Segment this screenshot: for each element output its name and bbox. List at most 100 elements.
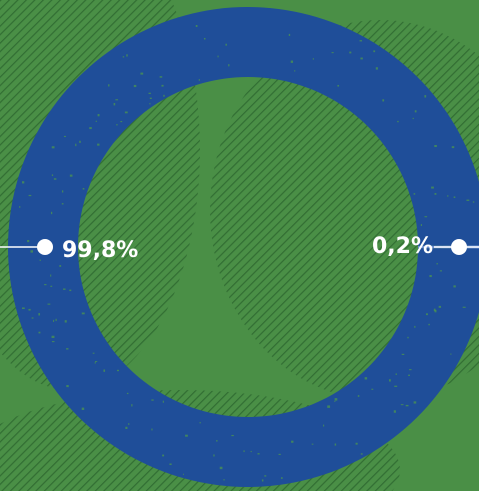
- ring-speckle: [261, 479, 264, 482]
- ring-speckle: [199, 422, 201, 424]
- ring-speckle: [126, 54, 128, 57]
- ring-speckle: [364, 377, 368, 380]
- ring-speckle: [38, 313, 41, 316]
- ring-speckle: [195, 24, 198, 27]
- ring-speckle: [95, 361, 98, 363]
- ring-speckle: [116, 369, 119, 372]
- ring-speckle: [151, 399, 154, 401]
- ring-speckle: [70, 253, 73, 256]
- ring-speckle: [290, 60, 294, 63]
- ring-speckle: [429, 275, 432, 278]
- ring-speckle: [414, 110, 417, 113]
- ring-speckle: [182, 473, 184, 475]
- ring-speckle: [66, 385, 69, 388]
- ring-speckle: [28, 308, 31, 311]
- ring-speckle: [360, 57, 363, 60]
- ring-speckle: [38, 331, 41, 334]
- leader-dot-right: [451, 239, 467, 255]
- ring-speckle: [323, 424, 325, 427]
- ring-speckle: [433, 308, 436, 312]
- ring-speckle: [217, 55, 219, 58]
- ring-speckle: [27, 239, 30, 243]
- ring-speckle: [122, 56, 125, 58]
- ring-speckle: [360, 453, 363, 455]
- ring-speckle: [51, 335, 55, 339]
- ring-speckle: [394, 385, 398, 387]
- ring-speckle: [97, 114, 100, 117]
- ring-speckle: [39, 259, 41, 261]
- ring-speckle: [425, 313, 428, 316]
- ring-speckle: [61, 203, 64, 205]
- ring-speckle: [44, 284, 47, 286]
- ring-speckle: [288, 33, 291, 36]
- ring-speckle: [388, 379, 391, 382]
- ring-speckle: [250, 450, 252, 453]
- ring-speckle: [213, 454, 215, 457]
- ring-speckle: [357, 395, 360, 397]
- ring-speckle: [216, 440, 218, 442]
- ring-speckle: [278, 453, 281, 456]
- ring-speckle: [203, 37, 206, 40]
- ring-speckle: [159, 76, 163, 78]
- ring-speckle: [451, 146, 455, 149]
- ring-speckle: [131, 404, 133, 407]
- ring-speckle: [95, 120, 97, 122]
- ring-speckle: [407, 336, 409, 339]
- ring-speckle: [225, 43, 227, 46]
- ring-speckle: [92, 352, 95, 354]
- ring-speckle: [414, 325, 416, 328]
- ring-speckle: [311, 443, 314, 445]
- ring-speckle: [375, 67, 378, 70]
- ring-speckle: [115, 99, 119, 101]
- ring-speckle: [264, 475, 267, 477]
- ring-speckle: [327, 405, 331, 408]
- ring-speckle: [434, 193, 437, 195]
- ring-speckle: [61, 190, 64, 193]
- ring-speckle: [355, 442, 358, 445]
- ring-speckle: [428, 323, 430, 326]
- ring-speckle: [373, 50, 376, 53]
- ring-speckle: [447, 195, 449, 197]
- ring-speckle: [22, 181, 25, 184]
- ring-speckle: [185, 434, 188, 437]
- ring-speckle: [453, 285, 456, 288]
- ring-speckle: [50, 274, 52, 277]
- ring-speckle: [293, 70, 296, 72]
- ring-speckle: [462, 306, 466, 308]
- ring-speckle: [409, 369, 412, 371]
- ring-speckle: [382, 99, 385, 102]
- ring-speckle: [439, 270, 443, 272]
- ring-speckle: [55, 318, 57, 322]
- ring-speckle: [94, 361, 96, 364]
- ring-speckle: [124, 111, 128, 114]
- ring-speckle: [401, 353, 405, 356]
- ring-speckle: [125, 426, 128, 430]
- ring-speckle: [408, 374, 410, 376]
- ring-speckle: [128, 423, 130, 425]
- ring-speckle: [69, 174, 73, 177]
- ring-speckle: [66, 348, 69, 350]
- ring-speckle: [331, 52, 334, 54]
- ring-speckle: [81, 312, 85, 315]
- ring-speckle: [231, 434, 234, 437]
- ring-speckle: [59, 265, 62, 267]
- ring-speckle: [81, 407, 85, 410]
- ring-speckle: [53, 319, 55, 322]
- ring-speckle: [75, 143, 77, 147]
- ring-speckle: [140, 72, 144, 75]
- ring-speckle: [149, 103, 151, 105]
- ring-speckle: [63, 135, 66, 138]
- ring-speckle: [223, 479, 225, 481]
- ring-speckle: [400, 404, 404, 406]
- ring-speckle: [228, 64, 230, 67]
- ring-speckle: [89, 127, 92, 130]
- ring-speckle: [334, 443, 337, 446]
- ring-speckle: [151, 428, 153, 431]
- ring-speckle: [334, 398, 338, 401]
- ring-speckle: [162, 454, 165, 457]
- ring-speckle: [405, 404, 409, 407]
- ring-speckle: [51, 341, 55, 343]
- slice-label-major: 99,8%: [62, 238, 138, 263]
- ring-speckle: [113, 102, 116, 106]
